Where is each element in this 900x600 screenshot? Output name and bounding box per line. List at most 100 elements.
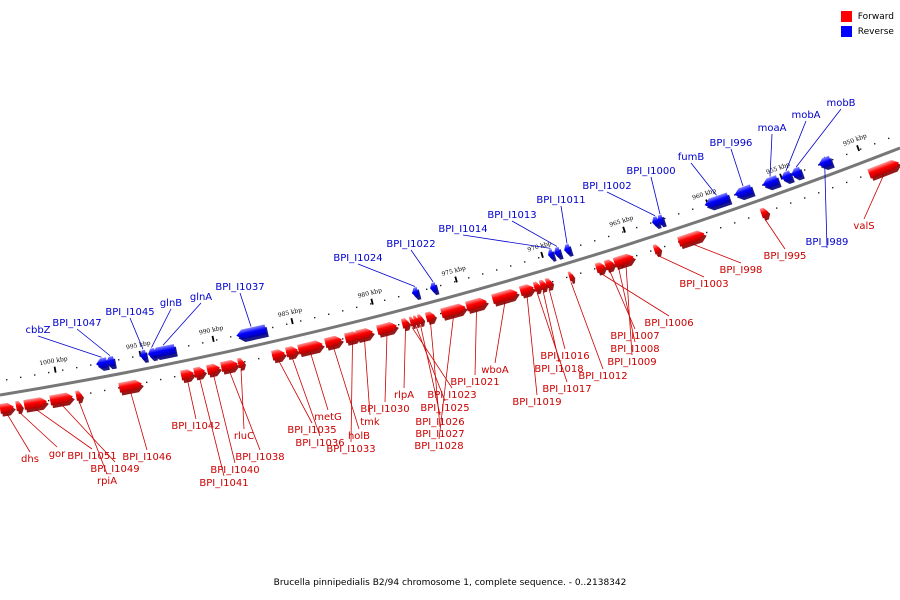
gene-moba [781,170,795,185]
guide-dot [132,356,134,358]
guide-dot [664,245,666,248]
scale-tick: 990 kbp [198,324,224,342]
guide-dot [692,208,694,210]
gene-body [236,357,244,369]
gene-label-bpi-i1026: BPI_I1026 [415,417,464,428]
gene-body [285,346,298,358]
guide-dot [48,399,50,402]
guide-dot [90,392,92,394]
gene-bpi-i1042 [180,369,196,384]
callout-line [795,108,842,168]
guide-dot [860,148,862,150]
guide-dot [20,376,22,379]
guide-dot [720,227,722,229]
guide-dot [398,295,400,298]
gene-label-glna: glnA [190,292,212,303]
guide-dot [146,381,148,384]
gene-body [440,303,466,319]
gene-body [652,216,660,227]
guide-dot [426,288,428,291]
gene-body [151,343,176,358]
callout-line [536,292,568,383]
gene-label-bpi-i1036: BPI_I1036 [295,438,344,449]
gene-label-cbbz: cbbZ [25,325,50,336]
tick-label: 985 kbp [277,307,303,319]
guide-dot [636,226,638,229]
gene-label-bpi-i1027: BPI_I1027 [415,429,464,440]
gene-body [206,363,220,375]
gene-bpi-i1036 [285,346,300,360]
guide-dot [286,323,288,325]
gene-holb [324,335,344,351]
gene-fumb [704,192,733,211]
callout-line [415,326,446,402]
gene-body [704,192,730,209]
gene-body [140,349,147,361]
gene-label-bpi-i1007: BPI_I1007 [610,331,659,342]
gene-label-bpi-i996: BPI_I996 [710,138,753,149]
map-caption: Brucella pinnipedialis B2/94 chromosome … [273,578,627,588]
callout-line [278,360,313,424]
gene-bpi-i1003 [652,244,663,258]
gene-body [791,166,803,179]
guide-dot [832,158,834,161]
gene-callouts [6,108,885,477]
tick-label: 965 kbp [609,215,635,229]
guide-dot [300,320,302,322]
gene-bpi-i995 [759,207,771,221]
gene-body [193,366,205,378]
gene-label-wboa: wboA [481,365,509,376]
gene-body [867,159,899,179]
gene-label-bpi-i1041: BPI_I1041 [199,478,248,489]
gene-body [96,357,108,369]
gene-label-bpi-i1037: BPI_I1037 [215,282,264,293]
gene-label-bpi-i1013: BPI_I1013 [487,210,536,221]
callout-line [430,322,441,428]
gene-body [491,288,518,305]
callout-line [730,148,744,187]
gene-label-rlpa: rlpA [394,390,414,401]
guide-dot [622,231,624,233]
callout-line [618,267,636,343]
gene-dhs [0,402,16,417]
gene-rpia [75,390,84,404]
callout-line [570,282,604,370]
gene-bpi-i1024 [412,286,422,300]
guide-dot [244,361,246,363]
tick-label: 950 kbp [842,133,868,148]
gene-body [408,316,414,327]
callout-line [411,327,453,389]
callout-line [606,191,656,217]
guide-dot [482,273,484,275]
legend: Forward Reverse [840,9,894,39]
gene-metg [297,340,325,358]
gene-body [759,207,768,219]
tick-mark [454,276,458,283]
gene-body [180,369,194,381]
gene-bpi-i996 [734,184,756,201]
gene-label-fumb: fumB [678,152,705,163]
forward-swatch [840,11,852,22]
guide-dot [90,364,92,366]
gene-body [465,297,487,312]
gene-label-bpi-i1021: BPI_I1021 [450,377,499,388]
guide-dot [580,244,582,246]
gene-bpi-i1022 [430,282,440,296]
guide-dot [790,202,792,204]
scale-tick: 975 kbp [441,265,467,283]
callout-line [511,220,558,247]
gene-bpi-i1017 [532,281,543,295]
callout-line [357,263,416,287]
gene-body [355,328,373,341]
gene-label-bpi-i1011: BPI_I1011 [536,195,585,206]
gene-label-bpi-i1008: BPI_I1008 [610,344,659,355]
gene-label-mobb: mobB [826,98,855,109]
gene-bpi-i1030 [376,321,399,338]
tick-mark [370,298,374,305]
gene-rluc [236,357,247,371]
gene-body [15,400,22,412]
gene-body [616,253,634,267]
callout-line [37,335,102,358]
guide-dot [314,316,316,319]
